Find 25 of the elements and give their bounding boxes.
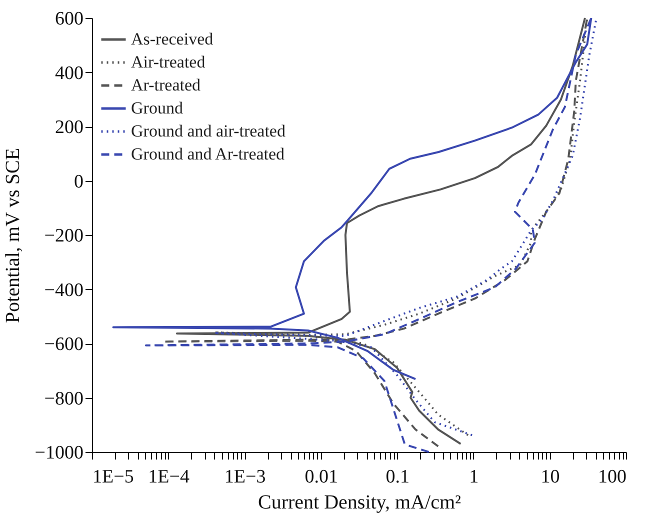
y-tick-label: 600 xyxy=(55,8,84,30)
y-tick-label: 0 xyxy=(74,171,84,192)
x-tick-label: 1E−4 xyxy=(148,466,190,488)
x-tick-label: 1E−3 xyxy=(224,466,266,488)
y-tick-label: 400 xyxy=(55,62,84,84)
x-tick-label: 10 xyxy=(540,466,560,488)
legend-label: Air-treated xyxy=(131,52,206,72)
legend-label: Ground and Ar-treated xyxy=(131,144,286,164)
y-axis-title: Potential, mV vs SCE xyxy=(2,148,24,324)
y-tick-label: −600 xyxy=(44,334,84,355)
legend-label: Ground and air-treated xyxy=(131,122,286,140)
legend-label: Ground xyxy=(131,98,184,118)
legend-label: As-received xyxy=(131,30,214,48)
y-tick-label: −200 xyxy=(44,226,84,246)
legend-label: Ar-treated xyxy=(131,76,201,94)
x-axis-title: Current Density, mA/cm² xyxy=(258,492,461,514)
y-tick-label: 200 xyxy=(55,117,84,138)
x-tick-label: 100 xyxy=(598,466,626,488)
y-tick-label: −400 xyxy=(44,280,84,301)
x-tick-label: 1E−5 xyxy=(92,466,134,488)
x-tick-label: 0.1 xyxy=(386,466,410,488)
y-tick-label: −800 xyxy=(44,388,84,410)
y-tick-label: −1000 xyxy=(34,442,84,464)
x-tick-label: 1 xyxy=(469,466,479,488)
x-tick-label: 0.01 xyxy=(304,466,338,488)
